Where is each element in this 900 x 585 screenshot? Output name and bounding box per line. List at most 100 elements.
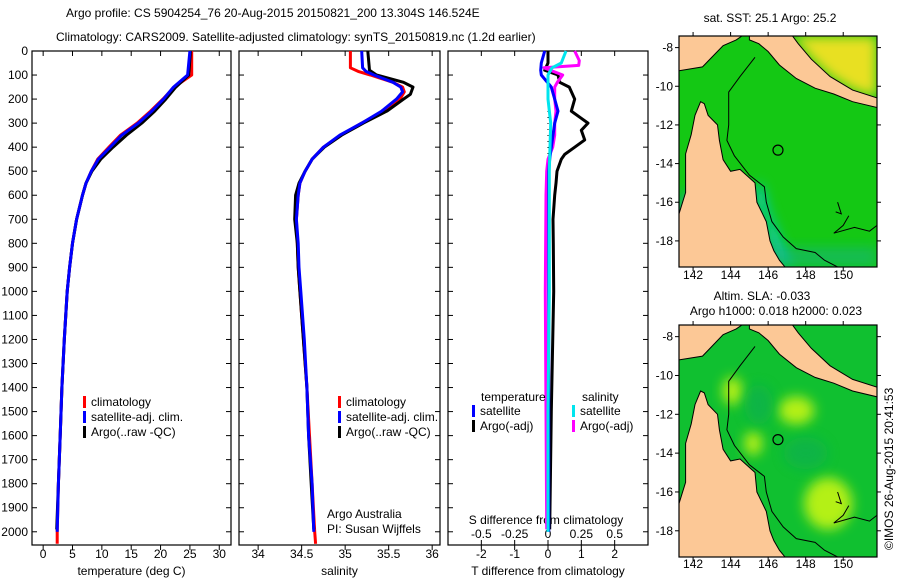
lon-tick-label: 144	[721, 268, 741, 282]
argo-float-marker	[772, 144, 784, 156]
legend-swatch	[472, 405, 475, 417]
x2-tick-label: -0.5	[471, 527, 492, 541]
x-tick-label: 35.5	[377, 547, 401, 561]
land-area	[679, 325, 743, 361]
lon-tick-label: 146	[758, 268, 778, 282]
map-sla: 142 144 146 148 150 -8 -10 -12 -14 -16 -18 Altim. S…	[656, 289, 881, 571]
lat-tick-label: -16	[656, 485, 674, 499]
high-sla-region	[744, 431, 763, 456]
reef-outline	[835, 491, 843, 505]
legend-label: Argo(..raw -QC)	[91, 425, 176, 439]
reef-outline	[835, 202, 843, 215]
lon-tick-label: 150	[833, 268, 853, 282]
map-frame	[678, 324, 878, 558]
x2-tick-label: 0.25	[570, 527, 594, 541]
land-area	[748, 325, 877, 398]
y-tick-label: 1600	[1, 429, 28, 443]
y-tick-label: 1800	[1, 477, 28, 491]
x-tick-label: 20	[154, 547, 168, 561]
figure-title-line2: Climatology: CARS2009. Satellite-adjuste…	[56, 30, 536, 44]
lon-tick-label: 150	[833, 557, 853, 571]
lat-tick-label: -8	[662, 330, 673, 344]
legend-swatch	[83, 411, 86, 423]
x-tick-label: 34	[251, 547, 265, 561]
series-argo-raw-qc-	[293, 50, 415, 530]
series-s-satellite	[546, 50, 568, 532]
legend-swatch	[83, 396, 86, 408]
legend-label: satellite	[580, 404, 621, 418]
legend-swatch	[472, 420, 475, 432]
legend-swatch	[338, 396, 341, 408]
x-tick-label: 0	[545, 547, 552, 561]
lat-tick-label: -16	[656, 195, 674, 209]
series-climatology	[55, 51, 194, 544]
legend-label: Argo(-adj)	[580, 419, 633, 433]
x-tick-label: 34.5	[290, 547, 314, 561]
panel-difference: -2 -1 0 1 2 T difference from climatology -0.5…	[447, 50, 649, 578]
legend-label: climatology	[346, 395, 406, 409]
high-sla-region	[778, 396, 815, 425]
series-satellite-adj-clim-	[294, 50, 405, 532]
lat-tick-label: -14	[656, 446, 674, 460]
y-tick-label: 1500	[1, 405, 28, 419]
series-argo-raw-qc-	[55, 50, 192, 530]
land-area	[679, 100, 786, 267]
credit-pi: PI: Susan Wijffels	[327, 522, 421, 536]
y-tick-label: 100	[8, 68, 28, 82]
map-sst: 142 144 146 148 150 -8 -10 -12 -14 -16 -18 sat. SST…	[656, 11, 881, 282]
y-tick-label: 900	[8, 260, 28, 274]
y-tick-label: 1300	[1, 357, 28, 371]
x-tick-label: 1	[578, 547, 585, 561]
legend-swatch	[338, 411, 341, 423]
x-tick-label: 36	[425, 547, 439, 561]
x-tick-label: 5	[69, 547, 76, 561]
map-field	[679, 325, 877, 557]
x-tick-label: 10	[95, 547, 109, 561]
lat-tick-label: -14	[656, 157, 674, 171]
y-tick-label: 600	[8, 188, 28, 202]
map-field	[679, 36, 877, 267]
lat-tick-label: -12	[656, 118, 674, 132]
high-sla-region	[804, 477, 853, 530]
x-tick-label: 15	[125, 547, 139, 561]
y-tick-label: 1700	[1, 453, 28, 467]
plot-frame	[31, 50, 232, 546]
y-tick-label: 1900	[1, 501, 28, 515]
lat-tick-label: -18	[656, 234, 674, 248]
x-tick-label: 30	[213, 547, 227, 561]
map-title: sat. SST: 25.1 Argo: 25.2	[704, 11, 837, 25]
y-tick-label: 2000	[1, 525, 28, 539]
legend-swatch	[572, 405, 575, 417]
x-axis-label: temperature (deg C)	[77, 564, 185, 578]
legend-label: satellite	[480, 404, 521, 418]
legend-group-title: salinity	[582, 390, 619, 404]
lon-tick-label: 148	[796, 557, 816, 571]
y-tick-label: 1000	[1, 284, 28, 298]
x-tick-label: -1	[509, 547, 520, 561]
legend-label: Argo(-adj)	[480, 419, 533, 433]
x-tick-label: 2	[611, 547, 618, 561]
y-tick-label: 1100	[2, 308, 28, 322]
legend-swatch	[83, 426, 86, 438]
legend-swatch	[572, 420, 575, 432]
lat-tick-label: -12	[656, 407, 674, 421]
y-tick-label: 200	[8, 92, 28, 106]
y-tick-label: 400	[8, 140, 28, 154]
low-sla-region	[783, 437, 828, 470]
legend-group-title: temperature	[481, 390, 546, 404]
map-title: Altim. SLA: -0.033	[714, 289, 811, 303]
legend-label: satellite-adj. clim.	[91, 410, 183, 424]
series-satellite-adj-clim-	[55, 50, 192, 532]
land-area	[679, 36, 743, 72]
legend-label: satellite-adj. clim.	[346, 410, 438, 424]
lat-tick-label: -8	[662, 41, 673, 55]
x2-tick-label: 0.5	[606, 527, 623, 541]
lon-tick-label: 142	[683, 557, 703, 571]
reef-outline	[833, 215, 877, 234]
reef-outline	[833, 505, 877, 524]
credit-institution: Argo Australia	[327, 507, 402, 521]
y-tick-label: 1200	[1, 332, 28, 346]
warm-water-region	[792, 36, 877, 98]
lat-tick-label: -18	[656, 524, 674, 538]
